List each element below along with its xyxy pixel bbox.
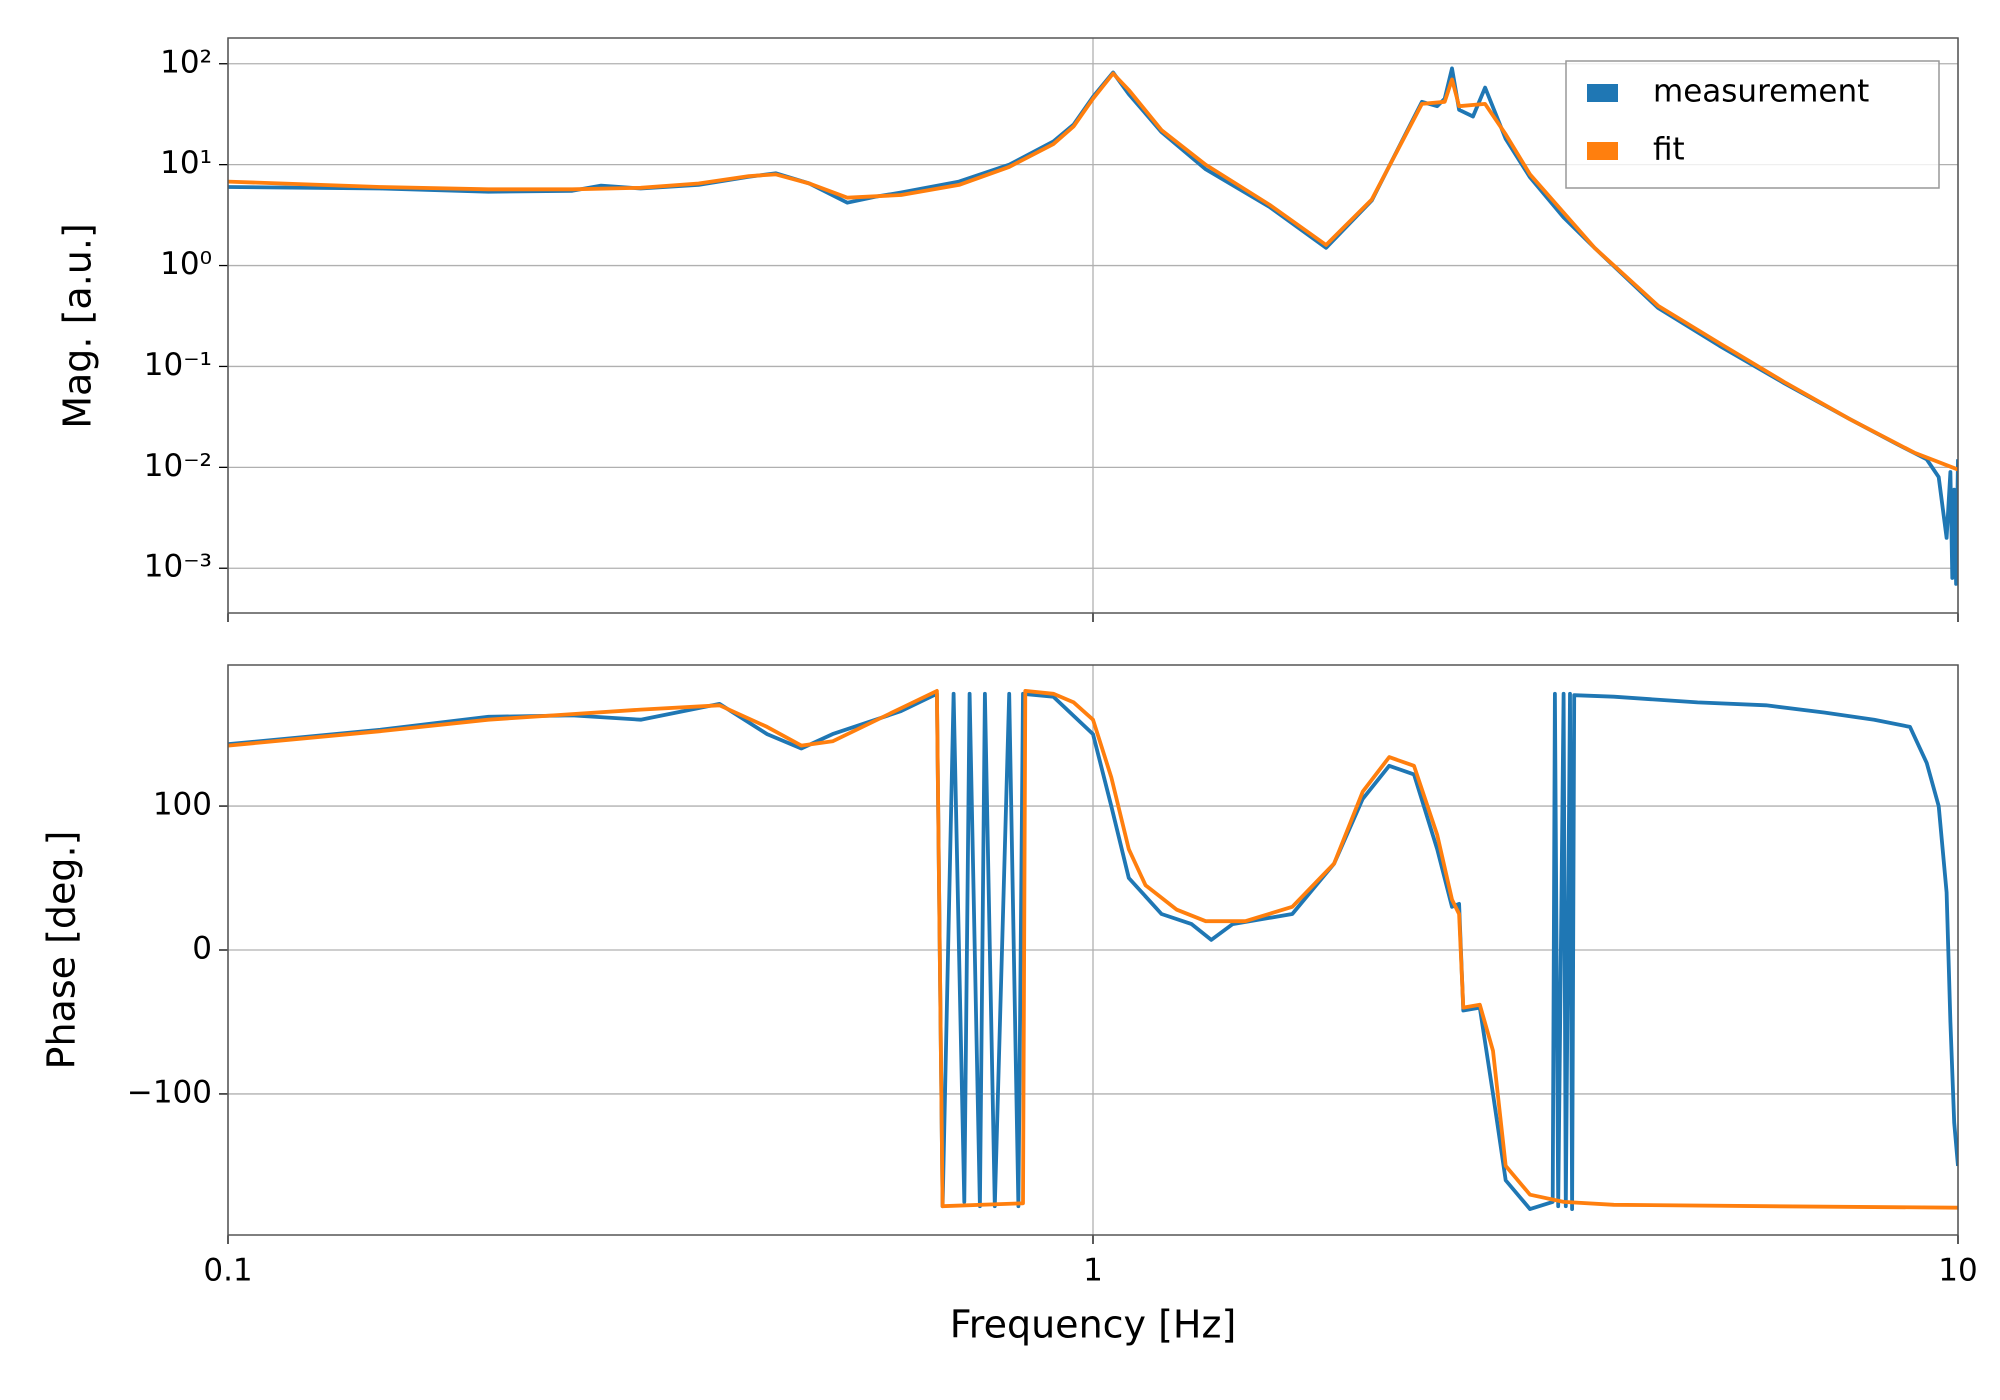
axes-frame xyxy=(227,664,1959,1236)
line-series xyxy=(228,689,1958,1210)
legend-box xyxy=(1565,60,1940,189)
axes-frame xyxy=(227,37,1959,614)
y-tick-label: 10⁻¹ xyxy=(144,347,212,383)
legend-label: fit xyxy=(1653,132,1685,168)
y-tick-label: 10² xyxy=(160,44,212,80)
y-tick-label: 10⁰ xyxy=(160,246,212,282)
y-tick-label: 100 xyxy=(153,787,212,823)
x-tick-label: 1 xyxy=(1083,1253,1103,1289)
y-tick-label: −100 xyxy=(127,1074,212,1110)
y-tick-label: 10¹ xyxy=(160,145,212,181)
x-tick-label: 0.1 xyxy=(203,1253,252,1289)
y-axis-label: Mag. [a.u.] xyxy=(56,223,100,429)
x-axis-label: Frequency [Hz] xyxy=(950,1303,1237,1347)
y-tick-label: 10⁻³ xyxy=(144,549,212,585)
line-series xyxy=(228,71,1958,472)
y-tick-label: 0 xyxy=(192,931,212,967)
y-tick-label: 10⁻² xyxy=(144,448,212,484)
y-axis-label: Phase [deg.] xyxy=(40,831,84,1070)
legend-swatch xyxy=(1587,142,1618,160)
legend-swatch xyxy=(1587,84,1618,102)
x-tick-label: 10 xyxy=(1938,1253,1977,1289)
legend-label: measurement xyxy=(1653,74,1869,110)
